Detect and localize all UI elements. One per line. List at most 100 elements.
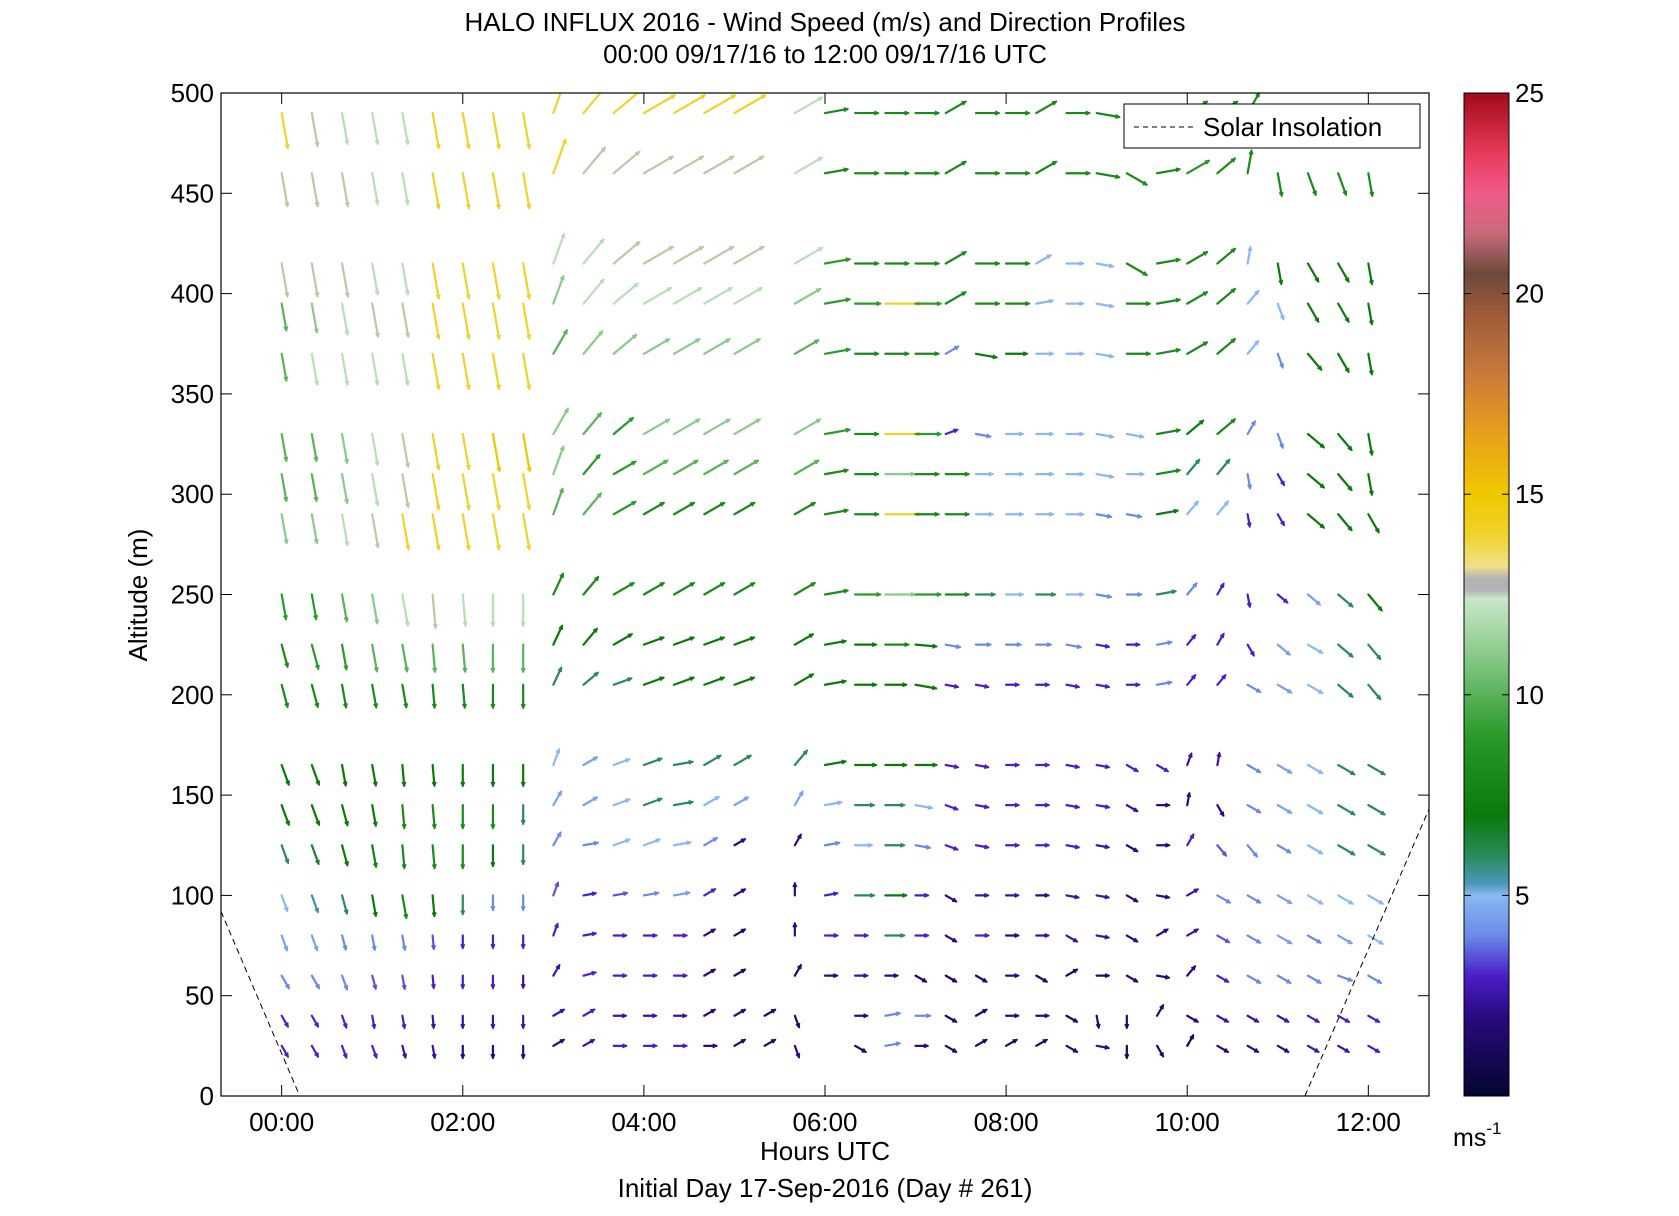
wind-vector	[582, 492, 602, 516]
wind-vector	[733, 888, 747, 897]
wind-vector	[552, 790, 563, 807]
wind-vector	[793, 287, 822, 305]
wind-vector	[280, 513, 289, 545]
wind-vector	[642, 581, 666, 596]
wind-vector	[1095, 513, 1113, 519]
wind-vector	[733, 1008, 747, 1017]
wind-vector	[672, 799, 695, 807]
wind-vector	[1186, 833, 1195, 847]
wind-vector	[1216, 1014, 1230, 1023]
wind-vector	[1337, 593, 1354, 608]
wind-vector	[582, 238, 605, 265]
wind-vector	[642, 838, 662, 847]
colorbar-tick-label: 20	[1515, 279, 1544, 309]
wind-vector	[884, 351, 910, 357]
wind-vector	[1035, 100, 1058, 115]
wind-vector	[1306, 473, 1326, 489]
wind-vector	[733, 418, 762, 436]
wind-vector	[552, 138, 567, 175]
wind-vector	[703, 636, 726, 646]
wind-vector	[1095, 1014, 1101, 1030]
wind-vector	[401, 593, 410, 627]
wind-vector	[793, 459, 820, 476]
wind-vector	[884, 842, 906, 848]
wind-vector	[642, 1013, 658, 1019]
wind-vector	[1155, 640, 1173, 646]
wind-vector	[612, 633, 634, 646]
wind-vector	[854, 973, 869, 979]
wind-vector	[854, 471, 880, 477]
wind-vector	[552, 1038, 566, 1047]
wind-vector	[1367, 804, 1386, 816]
wind-vector	[520, 643, 526, 674]
y-tick-label: 200	[171, 680, 214, 710]
wind-vector	[552, 407, 569, 436]
wind-vector	[974, 471, 995, 477]
wind-vector	[340, 473, 350, 505]
wind-vector	[1306, 844, 1324, 855]
wind-vector	[1367, 302, 1374, 326]
wind-vector	[854, 170, 880, 176]
wind-vector	[1186, 791, 1192, 807]
wind-vector	[1246, 974, 1262, 984]
wind-vector	[672, 676, 696, 686]
wind-vector	[460, 894, 466, 916]
wind-vector	[1005, 1038, 1019, 1047]
wind-vector	[1005, 301, 1031, 307]
wind-vector	[582, 840, 600, 847]
wind-vector	[431, 432, 441, 471]
wind-vector	[401, 262, 410, 296]
wind-vector	[1095, 262, 1115, 269]
wind-vector	[491, 432, 502, 473]
wind-vector	[1246, 1044, 1260, 1053]
y-tick-label: 0	[200, 1081, 214, 1111]
wind-vector	[703, 1043, 719, 1049]
wind-vector	[612, 758, 631, 767]
wind-vector	[703, 795, 721, 807]
wind-vector	[733, 501, 756, 516]
wind-vector	[280, 111, 290, 150]
wind-vector	[1065, 934, 1079, 943]
wind-vector	[1306, 262, 1320, 283]
wind-vector	[1186, 419, 1205, 436]
wind-vector	[401, 763, 407, 788]
wind-vector	[1246, 420, 1256, 436]
wind-vectors	[280, 93, 1386, 1060]
wind-vector	[280, 643, 290, 669]
wind-vector	[944, 428, 959, 436]
wind-vector	[1337, 352, 1350, 374]
wind-vector	[1186, 1033, 1195, 1047]
x-tick-label: 04:00	[611, 1107, 676, 1137]
wind-vector	[914, 1043, 930, 1049]
wind-vector	[1246, 149, 1254, 175]
wind-vector	[401, 432, 411, 469]
wind-vector	[582, 330, 604, 355]
wind-vector	[371, 894, 378, 918]
wind-vector	[672, 840, 693, 847]
wind-vector	[310, 302, 319, 335]
wind-vector	[1125, 351, 1152, 357]
wind-vector	[1337, 1044, 1351, 1053]
wind-vector	[914, 974, 928, 983]
wind-vector	[854, 842, 874, 848]
wind-vector	[310, 1044, 320, 1059]
wind-vector	[914, 762, 939, 768]
x-axis-sublabel: Initial Day 17-Sep-2016 (Day # 261)	[618, 1173, 1033, 1203]
wind-vector	[612, 838, 631, 847]
wind-vector	[884, 762, 908, 768]
wind-vector	[703, 836, 719, 847]
colorbar-tick-label: 5	[1515, 880, 1529, 910]
wind-vector	[310, 172, 320, 208]
wind-vector	[1065, 471, 1085, 477]
colorbar-tick-label: 15	[1515, 479, 1544, 509]
wind-vector	[854, 301, 882, 307]
wind-vector	[974, 804, 990, 810]
wind-vector	[612, 1043, 628, 1049]
wind-vector	[612, 282, 639, 305]
wind-vector	[703, 338, 732, 355]
wind-vector	[280, 352, 289, 383]
wind-vector	[431, 262, 441, 301]
wind-vector	[431, 172, 441, 210]
wind-vector	[1035, 351, 1055, 357]
wind-vector	[491, 513, 502, 551]
